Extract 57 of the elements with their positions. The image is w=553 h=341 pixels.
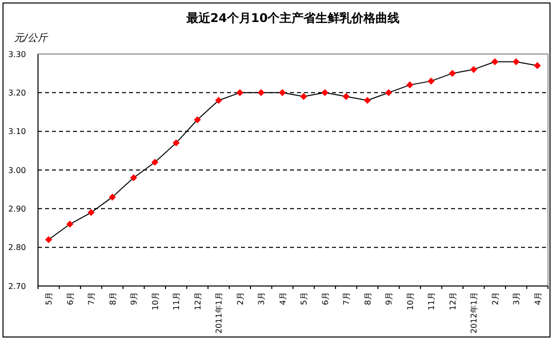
- x-tick-label: 3月: [257, 292, 266, 306]
- x-tick-label: 10月: [406, 292, 415, 310]
- point: [428, 78, 435, 85]
- point: [130, 174, 138, 182]
- point: [448, 70, 456, 77]
- point: [108, 194, 116, 201]
- point: [534, 62, 541, 70]
- x-tick-label: 9月: [130, 292, 139, 306]
- x-tick-label: 7月: [87, 292, 96, 306]
- x-tick-label: 4月: [278, 292, 288, 306]
- point: [300, 93, 308, 100]
- y-tick-label: 2.90: [8, 204, 26, 214]
- point: [491, 58, 498, 66]
- y-tick-label: 3.30: [8, 50, 26, 59]
- x-tick-label: 2月: [236, 292, 245, 306]
- point: [215, 96, 222, 104]
- point: [236, 89, 244, 96]
- point: [66, 220, 74, 228]
- y-axis-title: 元/公斤: [14, 32, 48, 44]
- point: [385, 89, 392, 96]
- x-tick-label: 5月: [300, 292, 309, 306]
- x-tick-label: 10月: [150, 292, 160, 310]
- point: [321, 89, 328, 96]
- point: [512, 58, 520, 66]
- y-tick-label: 3.20: [8, 88, 26, 98]
- point: [470, 66, 478, 73]
- x-tick-label: 3月: [512, 292, 522, 306]
- x-tick-label: 2月: [490, 292, 500, 306]
- point: [172, 139, 180, 146]
- point: [194, 116, 201, 124]
- y-tick-label: 2.80: [8, 243, 26, 252]
- x-tick-label: 8月: [363, 292, 372, 306]
- x-tick-label: 6月: [66, 292, 75, 306]
- x-tick-label: 4月: [533, 292, 542, 306]
- point: [364, 96, 371, 104]
- x-tick-label: 12月: [448, 292, 458, 310]
- point: [151, 158, 158, 166]
- x-tick-label: 12月: [193, 292, 202, 310]
- x-tick-label: 5月: [44, 292, 54, 306]
- x-tick-label: 2011年1月: [214, 292, 224, 334]
- x-tick-label: 6月: [320, 292, 330, 306]
- point: [278, 89, 286, 96]
- x-tick-label: 11月: [427, 292, 436, 310]
- point: [342, 93, 350, 100]
- x-tick-label: 7月: [342, 292, 352, 306]
- y-tick-label: 3.10: [8, 127, 26, 136]
- y-tick-label: 2.70: [8, 282, 26, 291]
- x-tick-label: 8月: [108, 292, 118, 306]
- y-tick-label: 3.00: [8, 166, 26, 175]
- x-tick-label: 9月: [384, 292, 394, 306]
- point: [406, 81, 414, 88]
- point: [258, 89, 265, 96]
- point: [45, 236, 52, 244]
- point: [88, 209, 95, 216]
- chart-title: 最近24个月10个主产省生鲜乳价格曲线: [185, 11, 400, 25]
- x-tick-label: 11月: [172, 292, 182, 310]
- x-tick-label: 2012年1月: [470, 292, 479, 334]
